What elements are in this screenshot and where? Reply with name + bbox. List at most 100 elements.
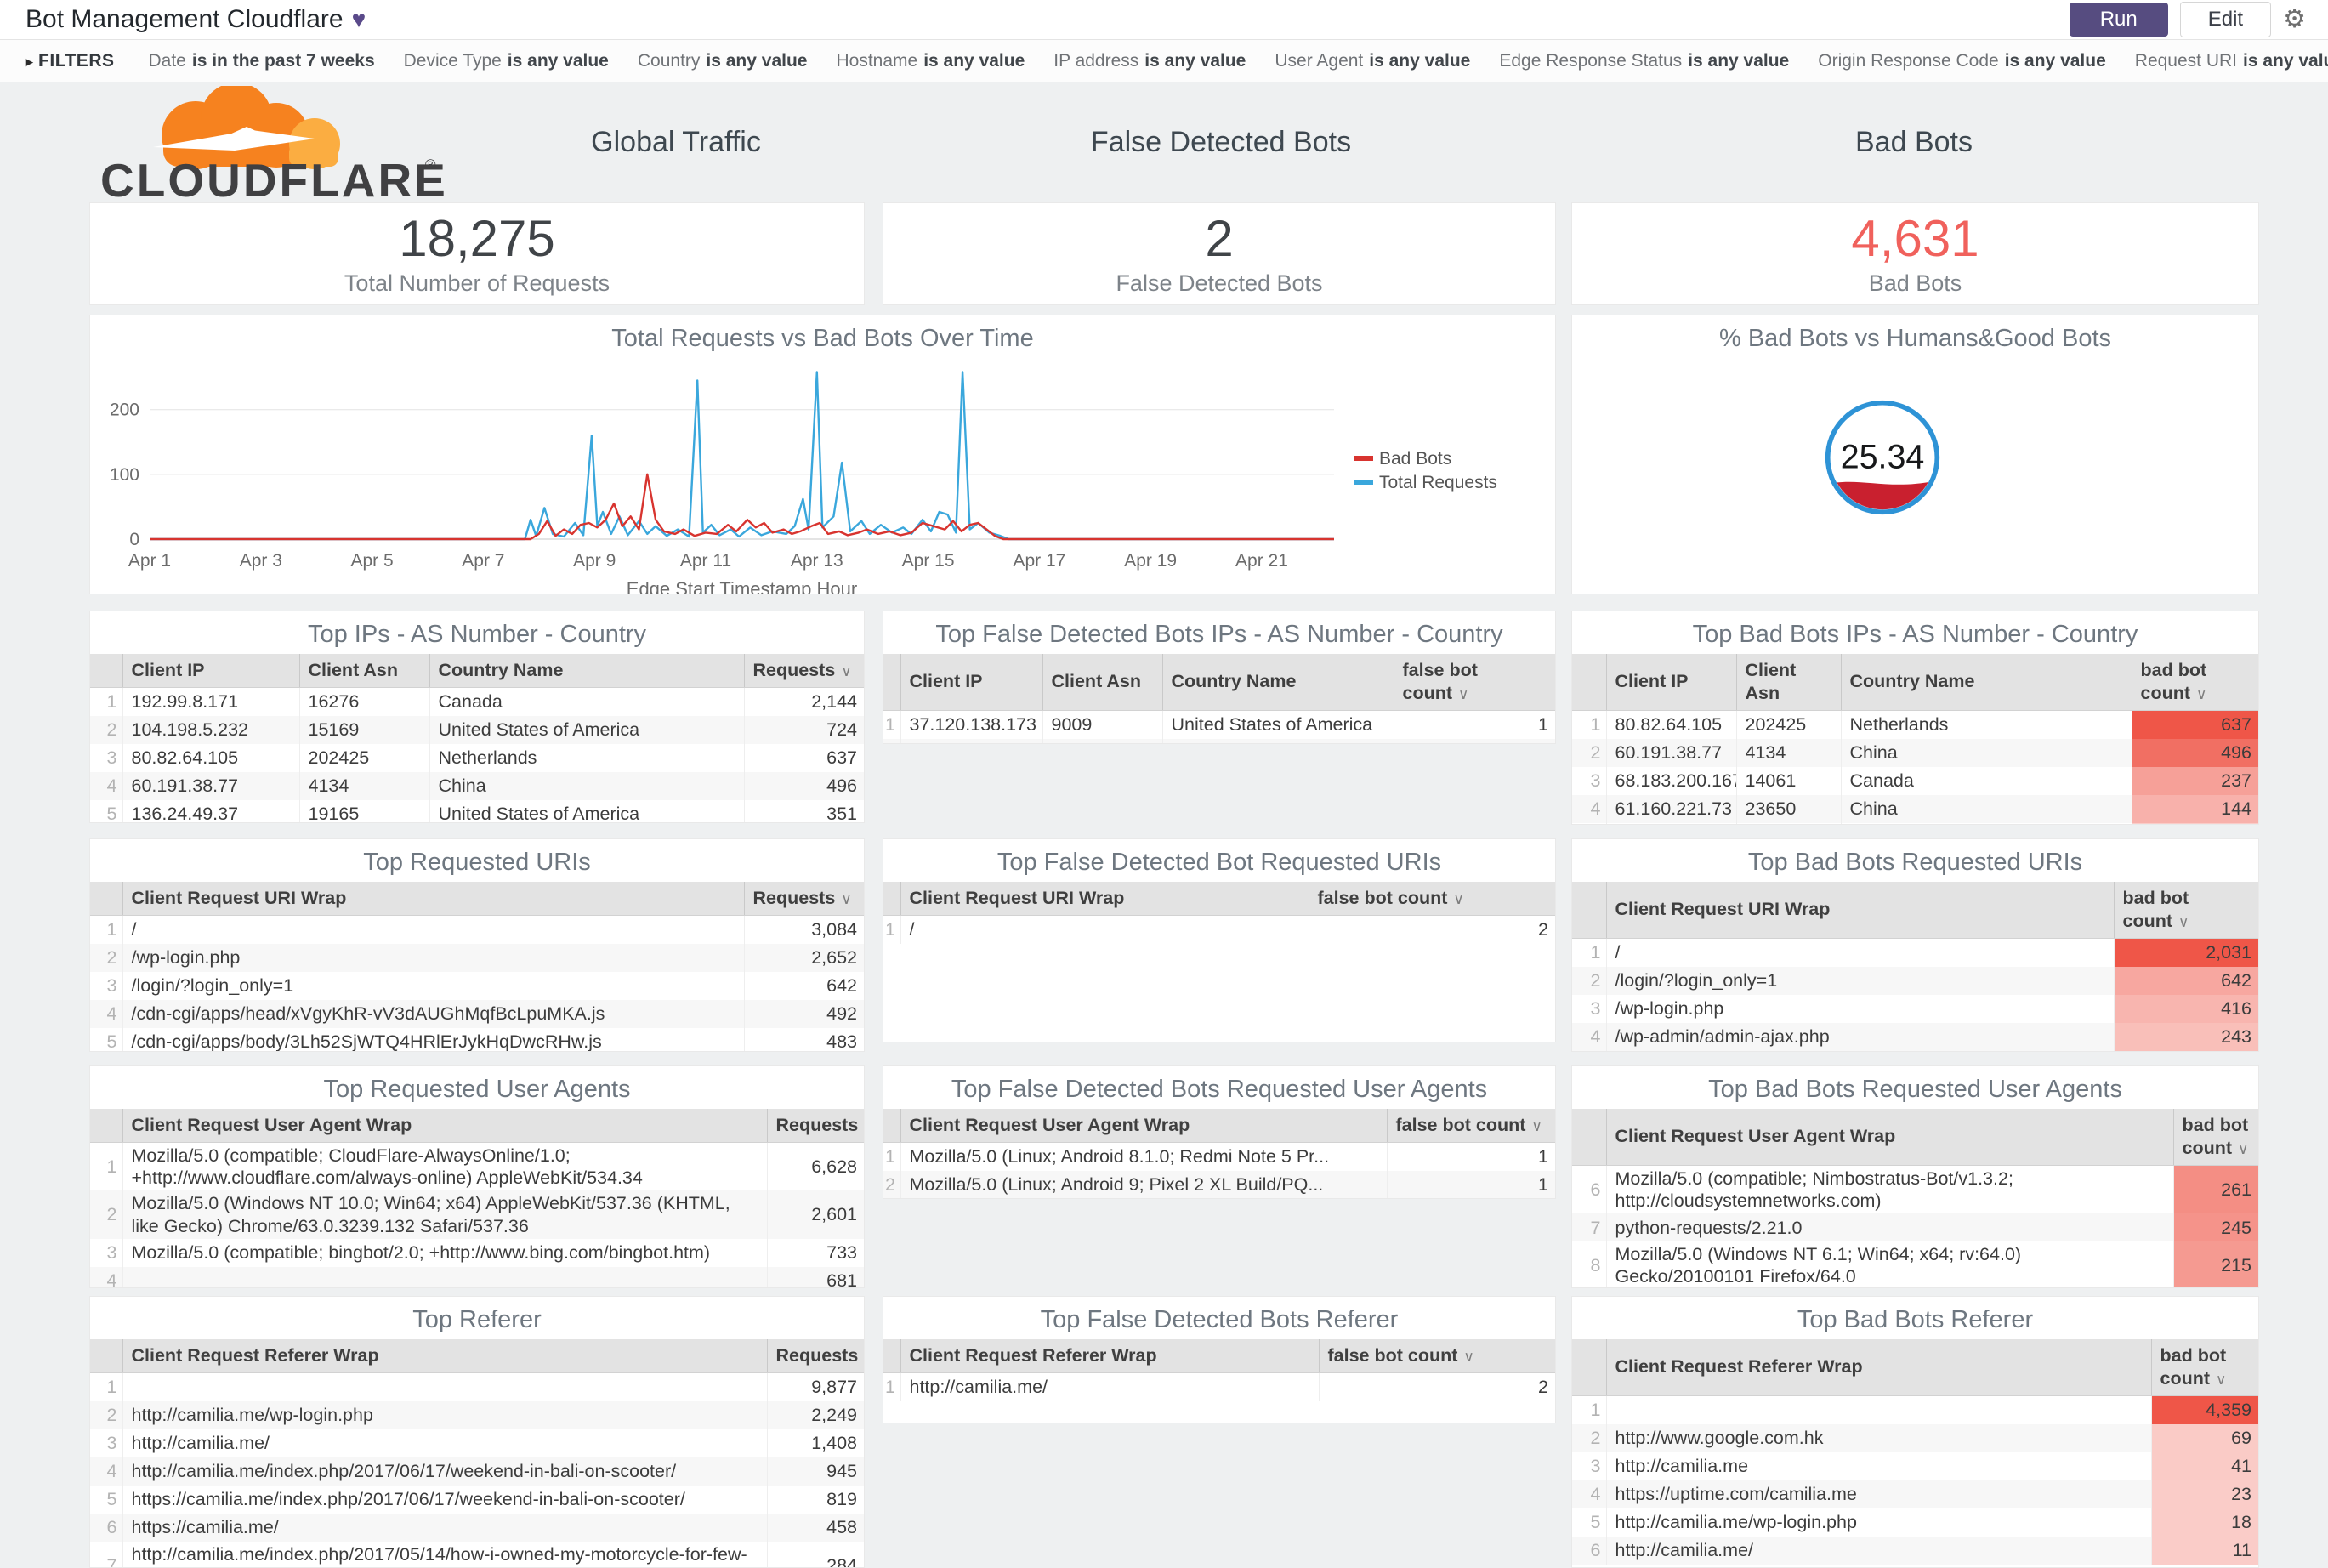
legend-label[interactable]: Total Requests — [1379, 473, 1497, 492]
column-header[interactable]: Client Request User Agent Wrap — [1606, 1109, 2173, 1165]
column-header[interactable]: Client Request User Agent Wrap — [900, 1109, 1387, 1142]
sort-caret-icon[interactable]: ∨ — [841, 891, 851, 907]
column-header[interactable]: bad bot count∨ — [2132, 654, 2259, 710]
column-header[interactable]: Client IP — [900, 654, 1042, 710]
sort-caret-icon[interactable]: ∨ — [2238, 1141, 2248, 1157]
column-header[interactable]: false bot count∨ — [1394, 654, 1556, 710]
column-header[interactable]: Requests∨ — [767, 1339, 865, 1372]
run-button[interactable]: Run — [2070, 3, 2168, 37]
gear-icon[interactable]: ⚙ — [2283, 7, 2306, 32]
column-header[interactable]: Requests∨ — [744, 882, 865, 915]
sort-caret-icon[interactable]: ∨ — [1458, 686, 1468, 702]
column-header[interactable]: false bot count∨ — [1387, 1109, 1556, 1142]
table-row: 5/xmlrpc.php124 — [1572, 1051, 2259, 1052]
table-card-top-false-bot-user-agents: Top False Detected Bots Requested User A… — [883, 1065, 1556, 1199]
sort-caret-icon[interactable]: ∨ — [2196, 686, 2206, 702]
column-header[interactable]: bad bot count∨ — [2114, 882, 2259, 938]
column-header[interactable]: Client Request Referer Wrap — [1606, 1339, 2151, 1395]
sort-caret-icon[interactable]: ∨ — [1463, 1349, 1473, 1365]
cell: 416 — [2114, 995, 2259, 1023]
filters-toggle[interactable]: ▸FILTERS — [0, 51, 149, 71]
column-header[interactable]: Client Asn — [299, 654, 429, 687]
section-title: Top Bad Bots Requested URIs — [1572, 839, 2258, 882]
legend-label[interactable]: Bad Bots — [1379, 449, 1451, 469]
x-tick-label: Apr 15 — [902, 551, 955, 571]
cell: 136.24.49.37 — [122, 800, 299, 823]
y-tick-label: 100 — [110, 465, 139, 485]
column-header[interactable]: Country Name — [429, 654, 744, 687]
sort-caret-icon[interactable]: ∨ — [1453, 891, 1463, 907]
sort-caret-icon[interactable]: ∨ — [841, 663, 851, 679]
cell: 733 — [767, 1239, 865, 1267]
cell: 2,144 — [744, 687, 865, 716]
column-header[interactable]: Country Name — [1162, 654, 1394, 710]
row-number: 1 — [883, 1142, 900, 1171]
row-number: 4 — [1572, 1480, 1606, 1508]
sort-caret-icon[interactable]: ∨ — [1531, 1118, 1542, 1134]
column-header[interactable]: false bot count∨ — [1319, 1339, 1556, 1372]
column-header[interactable]: Country Name — [1841, 654, 2132, 710]
row-number: 6 — [90, 1514, 122, 1542]
column-header[interactable]: Requests∨ — [744, 654, 865, 687]
sort-caret-icon[interactable]: ∨ — [864, 1118, 865, 1134]
cell: 41 — [2151, 1452, 2259, 1480]
column-header[interactable]: Client IP — [1606, 654, 1736, 710]
cell: /wp-admin/admin-ajax.php — [1606, 1023, 2114, 1051]
column-header[interactable]: Client Asn — [1042, 654, 1162, 710]
column-header[interactable]: Client Request Referer Wrap — [122, 1339, 767, 1372]
sort-caret-icon[interactable]: ∨ — [2178, 914, 2189, 930]
column-header[interactable]: false bot count∨ — [1309, 882, 1556, 915]
cloudflare-logo: CLOUDFLARE ® — [100, 86, 449, 201]
cell: 18 — [2151, 1508, 2259, 1537]
column-header[interactable]: Client Request URI Wrap — [1606, 882, 2114, 938]
column-header[interactable]: bad bot count∨ — [2173, 1109, 2259, 1165]
column-header[interactable]: bad bot count∨ — [2151, 1339, 2259, 1395]
sort-caret-icon[interactable]: ∨ — [2216, 1372, 2226, 1388]
kpi-value: 18,275 — [399, 211, 555, 267]
edit-button[interactable]: Edit — [2180, 2, 2271, 37]
cell: 11 — [2151, 1537, 2259, 1565]
column-header[interactable]: Client Request URI Wrap — [122, 882, 744, 915]
row-number: 1 — [1572, 1395, 1606, 1424]
column-header[interactable]: Client IP — [122, 654, 299, 687]
page-title: Bot Management Cloudflare ♥ — [0, 5, 366, 34]
row-number-header — [883, 1339, 900, 1372]
row-number: 3 — [90, 972, 122, 1000]
column-header[interactable]: Client Request User Agent Wrap — [122, 1109, 767, 1142]
column-header[interactable]: Requests∨ — [767, 1109, 865, 1142]
cell: http://camilia.me/index.php/2017/05/14/h… — [122, 1542, 767, 1568]
cell: United States of America — [429, 716, 744, 744]
filter-field: IP address — [1053, 51, 1138, 71]
cell: 6,628 — [767, 1142, 865, 1190]
cell — [122, 1267, 767, 1288]
column-header[interactable]: Client Asn — [1736, 654, 1841, 710]
table-row: 1/2,031 — [1572, 938, 2259, 967]
sort-caret-icon[interactable]: ∨ — [864, 1349, 865, 1365]
filter-condition: is any value — [706, 51, 807, 71]
filter-condition: is any value — [1369, 51, 1470, 71]
row-number: 6 — [1572, 1537, 1606, 1565]
column-header[interactable]: Client Request Referer Wrap — [900, 1339, 1319, 1372]
cell — [1606, 1395, 2151, 1424]
section-title: Top False Detected Bots Requested User A… — [883, 1066, 1555, 1109]
filter-condition: is any value — [508, 51, 609, 71]
column-header[interactable]: Client Request URI Wrap — [900, 882, 1309, 915]
series-bad-bots — [150, 474, 1334, 539]
